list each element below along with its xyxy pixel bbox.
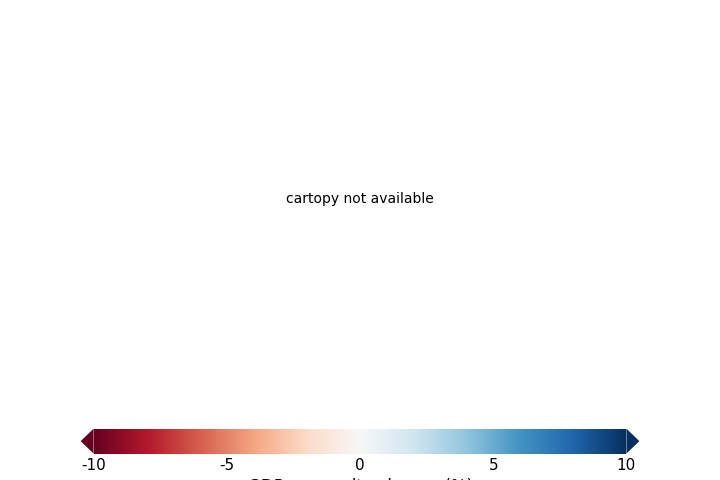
X-axis label: GDP per capita change (%): GDP per capita change (%) (248, 479, 472, 480)
Text: cartopy not available: cartopy not available (286, 192, 434, 206)
